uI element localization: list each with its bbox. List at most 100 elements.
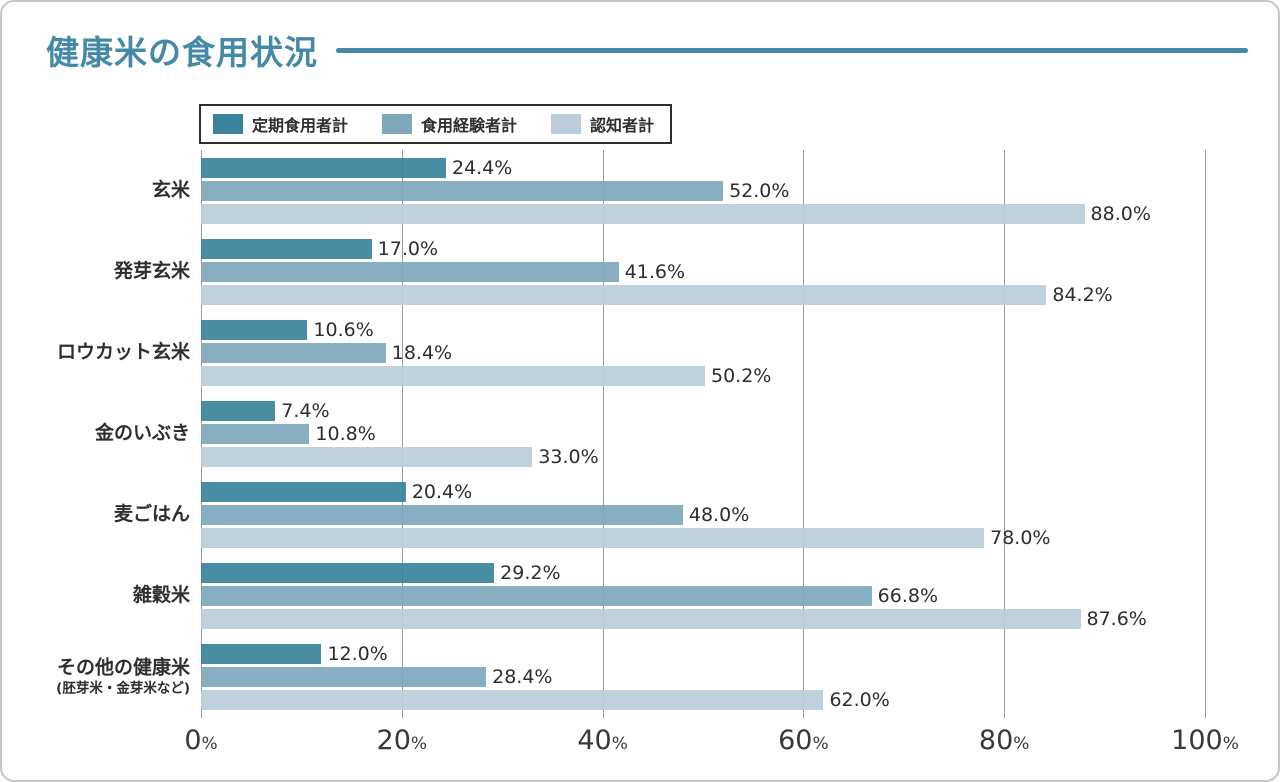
bar-value-label: 7.4% — [281, 400, 330, 422]
bar — [201, 528, 985, 548]
category-name: その他の健康米 — [56, 656, 190, 679]
bar-row: 24.4% — [201, 158, 1205, 178]
bar-value-label: 50.2% — [711, 365, 772, 387]
bar-value-label: 12.0% — [327, 643, 388, 665]
legend-label: 認知者計 — [590, 116, 655, 135]
x-tick-label: 60% — [778, 725, 829, 756]
bar-groups: 玄米 24.4% 52.0% 88.0% 発芽玄米 17.0% 41.6% 84.2% ロウカッ… — [56, 150, 1205, 710]
bar-row: 29.2% — [201, 563, 1205, 583]
category-label: 玄米 — [5, 179, 190, 203]
bar-row: 41.6% — [201, 262, 1205, 282]
bar — [201, 667, 487, 687]
bar-value-label: 29.2% — [500, 562, 561, 584]
gridline — [1004, 150, 1006, 718]
bar-value-label: 88.0% — [1090, 203, 1151, 225]
legend-label: 定期食用者計 — [252, 116, 349, 135]
category-name: 雑穀米 — [132, 584, 190, 607]
bar-value-label: 87.6% — [1086, 608, 1147, 630]
bar-row: 20.4% — [201, 482, 1205, 502]
bar-chart: 玄米 24.4% 52.0% 88.0% 発芽玄米 17.0% 41.6% 84.2% ロウカッ… — [2, 150, 1278, 780]
bar-value-label: 78.0% — [990, 527, 1051, 549]
bar-value-label: 41.6% — [624, 261, 686, 283]
legend-item: 認知者計 — [551, 112, 654, 136]
bar — [201, 239, 372, 259]
bar — [201, 401, 276, 421]
bar-row: 48.0% — [201, 505, 1205, 525]
bar — [201, 158, 446, 178]
bar-group: 金のいぶき 7.4% 10.8% 33.0% — [95, 400, 1205, 467]
bar — [201, 343, 386, 363]
category-name: 金のいぶき — [94, 422, 190, 445]
legend-label: 食用経験者計 — [421, 116, 518, 135]
legend-swatch — [213, 114, 243, 134]
bar — [201, 563, 495, 583]
bar — [201, 644, 322, 664]
bar-value-label: 17.0% — [377, 238, 439, 260]
bar — [201, 262, 619, 282]
bar — [201, 285, 1047, 305]
category-label: 金のいぶき — [5, 422, 190, 446]
bar-value-label: 20.4% — [411, 481, 473, 503]
x-tick-label: 80% — [978, 725, 1030, 756]
bar — [201, 586, 872, 606]
gridline — [602, 150, 604, 718]
x-tick-label: 20% — [376, 725, 428, 756]
category-label: 麦ごはん — [5, 503, 190, 527]
bar-value-label: 84.2% — [1052, 284, 1113, 306]
bar-group: ロウカット玄米 10.6% 18.4% 50.2% — [57, 320, 1205, 386]
category-label: ロウカット玄米 — [5, 341, 190, 365]
title-rule — [336, 47, 1248, 53]
category-name: 玄米 — [151, 179, 190, 202]
bar-value-label: 10.8% — [315, 423, 376, 445]
x-tick-label: 40% — [577, 725, 628, 756]
category-label: 雑穀米 — [5, 584, 190, 608]
x-tick-label: 0% — [184, 725, 218, 756]
category-label: その他の健康米 (胚芽米・金芽米など) — [5, 657, 190, 698]
bar-group: 雑穀米 29.2% 66.8% 87.6% — [133, 563, 1205, 629]
bar-value-label: 28.4% — [492, 666, 553, 688]
bar-row: 78.0% — [201, 528, 1205, 548]
x-tick-label: 100% — [1171, 725, 1239, 756]
bar — [201, 424, 310, 444]
bar-row: 84.2% — [201, 285, 1205, 305]
page-title: 健康米の食用状況 — [46, 33, 318, 72]
category-name: 発芽玄米 — [113, 260, 190, 283]
bar-row: 17.0% — [201, 239, 1205, 259]
bar-group: 玄米 24.4% 52.0% 88.0% — [152, 158, 1205, 224]
bar — [201, 505, 683, 525]
bar-value-label: 52.0% — [729, 180, 790, 202]
bar-row: 88.0% — [201, 204, 1205, 224]
bar — [201, 320, 308, 340]
gridline — [803, 150, 805, 718]
legend-swatch — [382, 114, 413, 134]
bar-value-label: 66.8% — [877, 585, 939, 607]
bar-row: 12.0% — [201, 644, 1205, 664]
bar-value-label: 18.4% — [391, 342, 453, 364]
category-label: 発芽玄米 — [5, 260, 190, 284]
legend-swatch — [551, 114, 582, 134]
bar-group: 発芽玄米 17.0% 41.6% 84.2% — [114, 239, 1205, 305]
bar — [201, 181, 724, 201]
bar — [201, 690, 824, 710]
bar-row: 66.8% — [201, 586, 1205, 606]
bar-row: 50.2% — [201, 366, 1205, 386]
bar — [201, 204, 1085, 224]
x-axis: 0% 20% 40% 60% 80% 100% — [184, 725, 1239, 765]
bar-row: 87.6% — [201, 609, 1205, 629]
category-name: ロウカット玄米 — [56, 341, 190, 364]
bar — [201, 482, 406, 502]
gridline — [1205, 150, 1206, 718]
bar-value-label: 24.4% — [451, 157, 513, 179]
category-note: (胚芽米・金芽米など) — [56, 680, 190, 697]
chart-legend: 定期食用者計 食用経験者計 認知者計 — [199, 104, 673, 144]
legend-item: 食用経験者計 — [382, 112, 517, 136]
bar — [201, 609, 1081, 629]
bar-value-label: 33.0% — [538, 446, 599, 468]
category-name: 麦ごはん — [113, 503, 190, 526]
bar — [201, 447, 533, 467]
bar-row: 10.6% — [201, 320, 1205, 340]
bar — [201, 366, 705, 386]
bar-row: 33.0% — [201, 447, 1205, 467]
bar-row: 10.8% — [201, 424, 1205, 444]
